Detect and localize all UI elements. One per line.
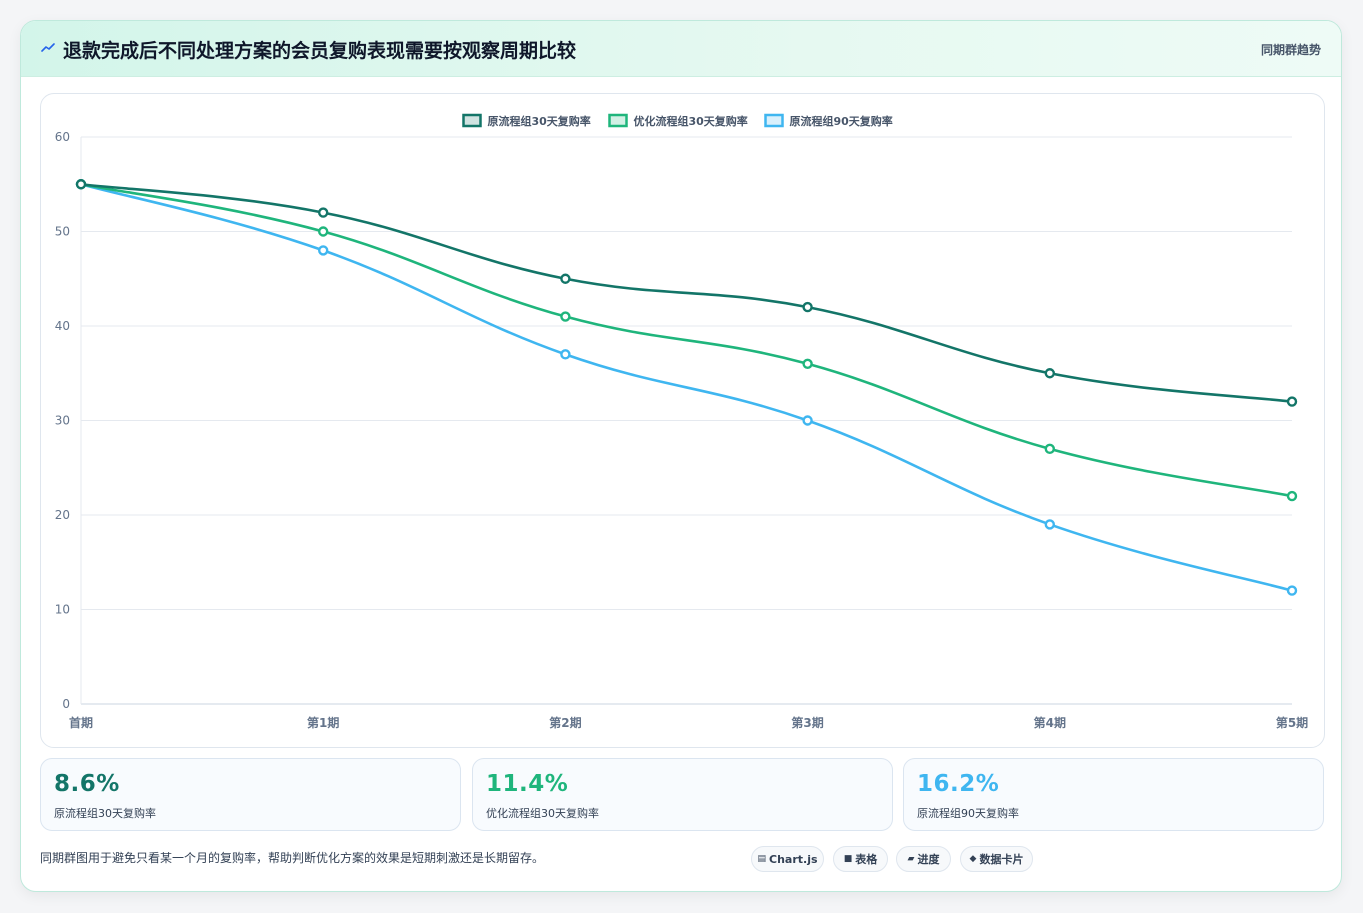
series-line bbox=[80, 182, 1293, 498]
series-line bbox=[80, 182, 1293, 403]
footnote: 同期群图用于避免只看某一个月的复购率，帮助判断优化方案的效果是短期刺激还是长期留… bbox=[40, 851, 545, 865]
trend-icon bbox=[41, 43, 55, 52]
y-tick-label: 0 bbox=[62, 697, 70, 711]
data-point bbox=[802, 301, 813, 313]
data-point bbox=[1286, 490, 1298, 502]
pill-label: 数据卡片 bbox=[979, 853, 1024, 866]
y-tick-label: 60 bbox=[55, 130, 70, 144]
x-tick-label: 第3期 bbox=[791, 715, 823, 730]
data-point bbox=[75, 179, 87, 190]
legend-label: 优化流程组30天复购率 bbox=[634, 114, 748, 128]
y-tick-label: 30 bbox=[55, 414, 70, 428]
header-tag: 同期群趋势 bbox=[1260, 43, 1321, 57]
stat-card-2: 11.4% 优化流程组30天复购率 bbox=[472, 758, 893, 831]
data-point bbox=[802, 358, 813, 369]
data-point bbox=[1044, 443, 1055, 455]
stat-value: 16.2% bbox=[917, 771, 1000, 797]
x-tick-label: 首期 bbox=[69, 715, 93, 730]
data-point bbox=[1286, 585, 1298, 596]
pill-table[interactable]: ■ 表格 bbox=[833, 846, 888, 872]
data-point bbox=[318, 245, 329, 256]
stat-value: 11.4% bbox=[486, 771, 569, 797]
stat-card-3: 16.2% 原流程组90天复购率 bbox=[903, 758, 1324, 831]
y-tick-label: 10 bbox=[55, 603, 70, 617]
stat-value: 8.6% bbox=[54, 771, 120, 797]
data-point bbox=[802, 415, 813, 426]
data-point bbox=[1286, 396, 1298, 407]
pill-chartjs[interactable]: ▤ Chart.js bbox=[751, 846, 824, 872]
chart-icon: ▤ bbox=[757, 854, 766, 864]
data-point bbox=[318, 226, 329, 237]
stat-label: 原流程组30天复购率 bbox=[54, 807, 156, 820]
data-point bbox=[560, 273, 571, 284]
stat-label: 原流程组90天复购率 bbox=[917, 807, 1019, 820]
chart-container: 0 10 20 30 40 50 60 首期 第1期 第2期 第3期 第4期 第5期 原流程组30天复购率… bbox=[40, 93, 1325, 748]
legend-label: 原流程组90天复购率 bbox=[790, 114, 893, 128]
data-point bbox=[1044, 368, 1055, 379]
data-point bbox=[560, 349, 571, 360]
stat-label: 优化流程组30天复购率 bbox=[486, 807, 599, 820]
progress-icon: ▰ bbox=[907, 854, 915, 864]
pill-label: 表格 bbox=[855, 853, 878, 866]
data-point bbox=[560, 311, 571, 322]
chart-card: 退款完成后不同处理方案的会员复购表现需要按观察周期比较 同期群趋势 0 10 20 3… bbox=[20, 20, 1342, 892]
stat-card-1: 8.6% 原流程组30天复购率 bbox=[40, 758, 461, 831]
legend-label: 原流程组30天复购率 bbox=[488, 114, 591, 128]
data-point bbox=[318, 207, 329, 218]
pill-progress[interactable]: ▰ 进度 bbox=[896, 846, 951, 872]
page-title: 退款完成后不同处理方案的会员复购表现需要按观察周期比较 bbox=[63, 40, 577, 62]
x-tick-label: 第5期 bbox=[1276, 715, 1308, 730]
pill-data-card[interactable]: ◆ 数据卡片 bbox=[960, 846, 1033, 872]
x-tick-label: 第2期 bbox=[549, 715, 581, 730]
legend-swatch bbox=[764, 113, 784, 128]
y-tick-label: 20 bbox=[55, 508, 70, 522]
legend-swatch bbox=[462, 113, 482, 128]
y-tick-label: 40 bbox=[55, 319, 70, 333]
line-chart: 0 10 20 30 40 50 60 首期 第1期 第2期 第3期 第4期 第5期 原流程组30天复购率… bbox=[55, 113, 1308, 730]
card-icon: ◆ bbox=[969, 854, 977, 864]
pill-label: 进度 bbox=[917, 853, 940, 866]
y-tick-label: 50 bbox=[55, 225, 70, 239]
x-tick-label: 第4期 bbox=[1034, 715, 1066, 730]
pill-label: Chart.js bbox=[769, 852, 818, 866]
series-line bbox=[80, 182, 1293, 592]
table-icon: ■ bbox=[843, 854, 853, 864]
legend-swatch bbox=[608, 113, 628, 128]
x-tick-label: 第1期 bbox=[307, 715, 339, 730]
data-point bbox=[1044, 519, 1055, 530]
card-header: 退款完成后不同处理方案的会员复购表现需要按观察周期比较 同期群趋势 bbox=[21, 21, 1341, 77]
